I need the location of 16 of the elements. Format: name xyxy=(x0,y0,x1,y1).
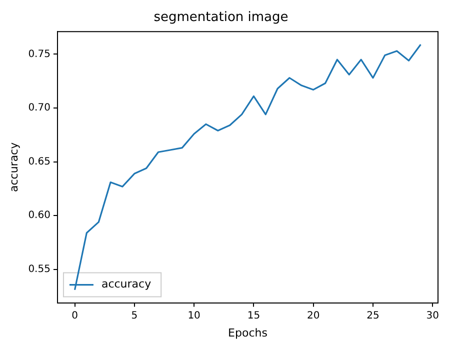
legend-label: accuracy xyxy=(101,278,152,291)
y-tick-label: 0.70 xyxy=(28,102,50,114)
x-tick-label: 25 xyxy=(366,310,380,322)
x-tick-label: 10 xyxy=(188,310,200,322)
x-tick-label: 15 xyxy=(247,310,260,322)
y-tick-label: 0.60 xyxy=(28,210,50,222)
chart-title: segmentation image xyxy=(154,10,288,26)
y-axis-title: accuracy xyxy=(7,142,20,192)
x-tick-label: 0 xyxy=(72,310,78,322)
x-tick-label: 30 xyxy=(426,310,439,322)
y-tick-label: 0.55 xyxy=(28,264,50,276)
x-tick-label: 20 xyxy=(306,310,320,322)
y-tick-label: 0.75 xyxy=(28,48,50,60)
x-axis-title: Epochs xyxy=(228,326,268,340)
y-tick-label: 0.65 xyxy=(28,156,50,168)
x-tick-label: 5 xyxy=(131,310,138,322)
